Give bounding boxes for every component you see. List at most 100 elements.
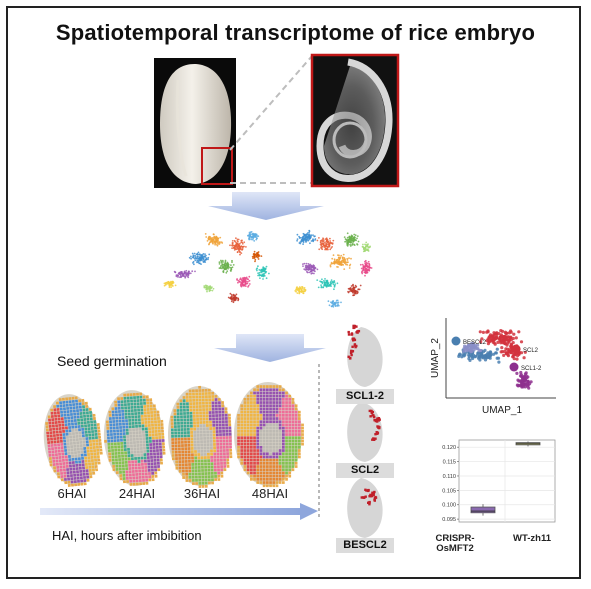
spatial-spot — [77, 450, 81, 454]
umap-cell-point — [249, 233, 251, 235]
spatial-spot — [62, 429, 66, 433]
spatial-spot — [154, 471, 158, 475]
spatial-spot — [285, 430, 288, 433]
spatial-spot — [72, 432, 75, 436]
marker-spot — [371, 410, 374, 414]
umap-cell-point — [181, 275, 183, 278]
spatial-spot — [154, 468, 158, 472]
umap-cell-point — [206, 240, 209, 242]
umap-cell-point — [322, 246, 324, 248]
spatial-spot — [175, 460, 179, 464]
spatial-spot — [208, 404, 212, 408]
marker-spot — [372, 492, 375, 496]
spatial-spot — [262, 388, 266, 392]
spatial-spot — [78, 460, 82, 464]
spatial-spot — [124, 451, 128, 455]
spatial-spot — [272, 388, 276, 392]
spatial-spot — [225, 445, 229, 449]
spatial-spot — [269, 436, 272, 440]
spatial-spot — [97, 458, 101, 462]
spatial-spot — [117, 400, 121, 404]
spatial-spot — [237, 436, 240, 440]
spatial-spot — [301, 426, 304, 430]
spatial-spot — [288, 462, 292, 465]
umap-cell-point — [329, 264, 332, 267]
spatial-spot — [131, 470, 135, 473]
spatial-spot — [278, 410, 282, 414]
umap-cell-point — [207, 256, 210, 259]
umap-cell-point — [259, 277, 261, 279]
spatial-spot — [149, 446, 153, 450]
spatial-spot — [134, 418, 138, 422]
spatial-spot — [152, 439, 156, 443]
spatial-spot — [197, 456, 201, 460]
spatial-spot — [73, 444, 77, 448]
spatial-spot — [294, 417, 298, 420]
spatial-spot — [108, 417, 112, 420]
spatial-spot — [106, 433, 110, 437]
spatial-spot — [285, 478, 288, 481]
spatial-spot — [294, 414, 298, 417]
spatial-spot — [131, 425, 135, 429]
spatial-spot — [118, 461, 122, 465]
spatial-spot — [158, 436, 162, 439]
spatial-spot — [262, 398, 266, 401]
spatial-spot — [123, 435, 126, 439]
spatial-spot — [243, 423, 247, 427]
spatial-spot — [82, 411, 86, 415]
marker-spot — [360, 496, 363, 499]
spatial-spot — [111, 407, 115, 411]
spatial-spot — [266, 391, 269, 395]
spatial-spot — [58, 459, 62, 463]
umap-point — [521, 382, 525, 386]
spatial-spot — [76, 447, 80, 451]
spatial-spot — [71, 454, 75, 458]
umap-point — [488, 356, 492, 360]
spatial-spot — [269, 398, 272, 401]
spatial-spot — [78, 434, 82, 438]
spatial-spot — [96, 448, 100, 452]
spatial-spot — [177, 421, 180, 425]
spatial-spot — [61, 452, 65, 456]
spatial-spot — [80, 424, 84, 428]
marker-spot — [350, 332, 354, 335]
umap-point — [479, 340, 483, 344]
spatial-spot — [128, 473, 132, 477]
spatial-spot — [93, 426, 97, 430]
umap-cell-point — [235, 293, 238, 296]
spatial-spot — [59, 436, 63, 440]
spatial-spot — [266, 398, 269, 401]
spatial-spot — [266, 423, 269, 427]
spatial-spot — [122, 473, 126, 477]
spatial-spot — [250, 468, 253, 472]
spatial-spot — [243, 442, 247, 446]
spatial-spot — [129, 434, 133, 438]
spatial-spot — [57, 475, 61, 479]
spatial-spot — [288, 410, 292, 414]
umap-cell-point — [239, 245, 242, 248]
sem-embryo-image — [310, 53, 400, 188]
spatial-spot — [210, 465, 214, 469]
spatial-spot — [301, 423, 304, 427]
spatial-spot — [259, 478, 263, 481]
umap-cell-point — [340, 260, 342, 263]
umap-cell-point — [175, 275, 178, 278]
spatial-spot — [223, 455, 226, 459]
spatial-spot — [129, 479, 133, 483]
spatial-spot — [288, 394, 292, 398]
spatial-spot — [170, 418, 174, 422]
spatial-spot — [188, 392, 192, 396]
boxplot-ytick-label: 0.115 — [443, 460, 456, 466]
spatial-spot — [180, 415, 183, 419]
spatial-spot — [272, 484, 276, 488]
spatial-spot — [77, 454, 81, 457]
umap-cell-point — [343, 236, 346, 239]
spatial-spot — [135, 482, 139, 486]
umap-cell-point — [344, 240, 346, 243]
spatial-spot — [174, 428, 177, 432]
spatial-spot — [48, 457, 52, 460]
umap-cell-point — [296, 239, 298, 242]
umap-cell-point — [212, 287, 215, 290]
umap-point — [481, 330, 485, 334]
spatial-spot — [184, 450, 188, 454]
